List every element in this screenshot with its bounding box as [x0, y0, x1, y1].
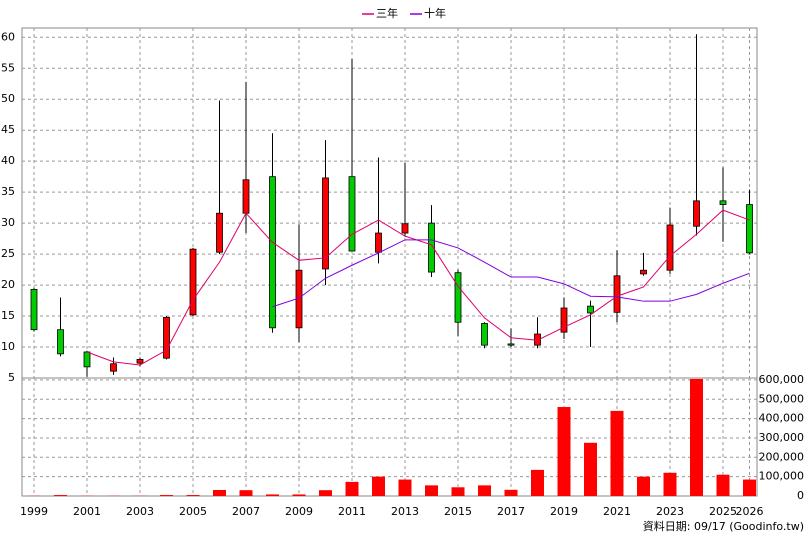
- volume-bar: [213, 490, 226, 496]
- candle-body: [507, 343, 515, 346]
- y-tick-label: 600,000: [759, 373, 805, 386]
- volume-bar: [478, 485, 491, 496]
- volume-bar: [54, 495, 67, 496]
- candle-body: [269, 176, 276, 329]
- candle-body: [136, 359, 144, 364]
- ma-line: [86, 209, 750, 366]
- x-tick-label: 2026: [736, 505, 764, 518]
- candle-body: [110, 363, 117, 372]
- x-tick-label: 2017: [497, 505, 525, 518]
- volume-bar: [743, 479, 756, 496]
- volume-bar: [345, 481, 359, 496]
- candle-body: [30, 289, 38, 331]
- volume-bar: [531, 469, 544, 496]
- y-tick-label: 500,000: [759, 392, 805, 405]
- volume-bar: [690, 378, 703, 496]
- volume-bar: [160, 495, 173, 496]
- y-tick-label: 200,000: [759, 450, 805, 463]
- candle-body: [693, 200, 700, 227]
- volume-bar: [372, 476, 385, 496]
- y-tick-label: 40: [1, 154, 15, 167]
- ma-line: [272, 239, 750, 308]
- x-tick-label: 2015: [444, 505, 472, 518]
- x-tick-label: 2003: [126, 505, 154, 518]
- volume-bar: [186, 495, 200, 496]
- y-tick-label: 30: [1, 216, 15, 229]
- footer-note: 資料日期: 09/17 (Goodinfo.tw): [643, 519, 804, 533]
- legend-label: 三年: [376, 6, 398, 20]
- volume-bar: [504, 489, 518, 496]
- candle-body: [481, 323, 488, 346]
- y-tick-label: 60: [1, 30, 15, 43]
- volume-bar: [557, 407, 571, 496]
- y-tick-label: 300,000: [759, 431, 805, 444]
- y-tick-label: 100,000: [759, 470, 805, 483]
- y-tick-label: 35: [1, 185, 15, 198]
- x-tick-label: 2023: [656, 505, 684, 518]
- volume-bar: [266, 494, 279, 496]
- volume-bar: [637, 476, 650, 496]
- y-tick-label: 20: [1, 278, 15, 291]
- volume-bar: [319, 490, 332, 496]
- candle-body: [322, 177, 329, 270]
- candle-body: [666, 224, 674, 271]
- y-tick-label: 400,000: [759, 412, 805, 425]
- x-tick-label: 1999: [20, 505, 48, 518]
- x-tick-label: 2001: [73, 505, 101, 518]
- volume-bar: [451, 487, 465, 496]
- volume-bar: [292, 494, 306, 496]
- candle-body: [242, 179, 250, 214]
- candle-body: [216, 212, 223, 253]
- x-tick-label: 2021: [603, 505, 631, 518]
- candle-body: [560, 307, 568, 333]
- volume-bar: [716, 474, 730, 496]
- volume-bar: [425, 485, 438, 496]
- candle-body: [83, 351, 91, 368]
- candle-body: [163, 316, 170, 359]
- candle-body: [746, 204, 753, 254]
- volume-bar: [610, 410, 624, 496]
- legend-label: 十年: [424, 6, 446, 20]
- y-tick-label: 5: [8, 371, 15, 384]
- volume-bar: [584, 442, 597, 496]
- x-tick-label: 2005: [179, 505, 207, 518]
- candle-body: [57, 329, 64, 355]
- candle-body: [189, 248, 197, 316]
- x-tick-label: 2011: [338, 505, 366, 518]
- y-tick-label: 45: [1, 123, 15, 136]
- candle-body: [587, 305, 594, 314]
- volume-bar: [663, 472, 677, 496]
- x-tick-label: 2009: [285, 505, 313, 518]
- x-tick-label: 2025: [709, 505, 737, 518]
- candle-body: [454, 272, 462, 323]
- x-tick-label: 2019: [550, 505, 578, 518]
- y-tick-label: 55: [1, 61, 15, 74]
- candle-body: [348, 176, 356, 252]
- candle-body: [401, 223, 409, 234]
- candle-body: [613, 275, 621, 313]
- y-tick-label: 50: [1, 92, 15, 105]
- candle-body: [428, 222, 435, 273]
- volume-bar: [239, 490, 253, 496]
- candle-body: [719, 200, 727, 205]
- y-tick-label: 0: [797, 489, 804, 502]
- x-tick-label: 2013: [391, 505, 419, 518]
- y-tick-label: 10: [1, 340, 15, 353]
- plot-frame: [21, 27, 758, 497]
- y-tick-label: 15: [1, 309, 15, 322]
- candle-body: [640, 269, 647, 275]
- candle-body: [375, 232, 382, 253]
- volume-bar: [398, 479, 412, 496]
- y-tick-label: 25: [1, 247, 15, 260]
- x-tick-label: 2007: [232, 505, 260, 518]
